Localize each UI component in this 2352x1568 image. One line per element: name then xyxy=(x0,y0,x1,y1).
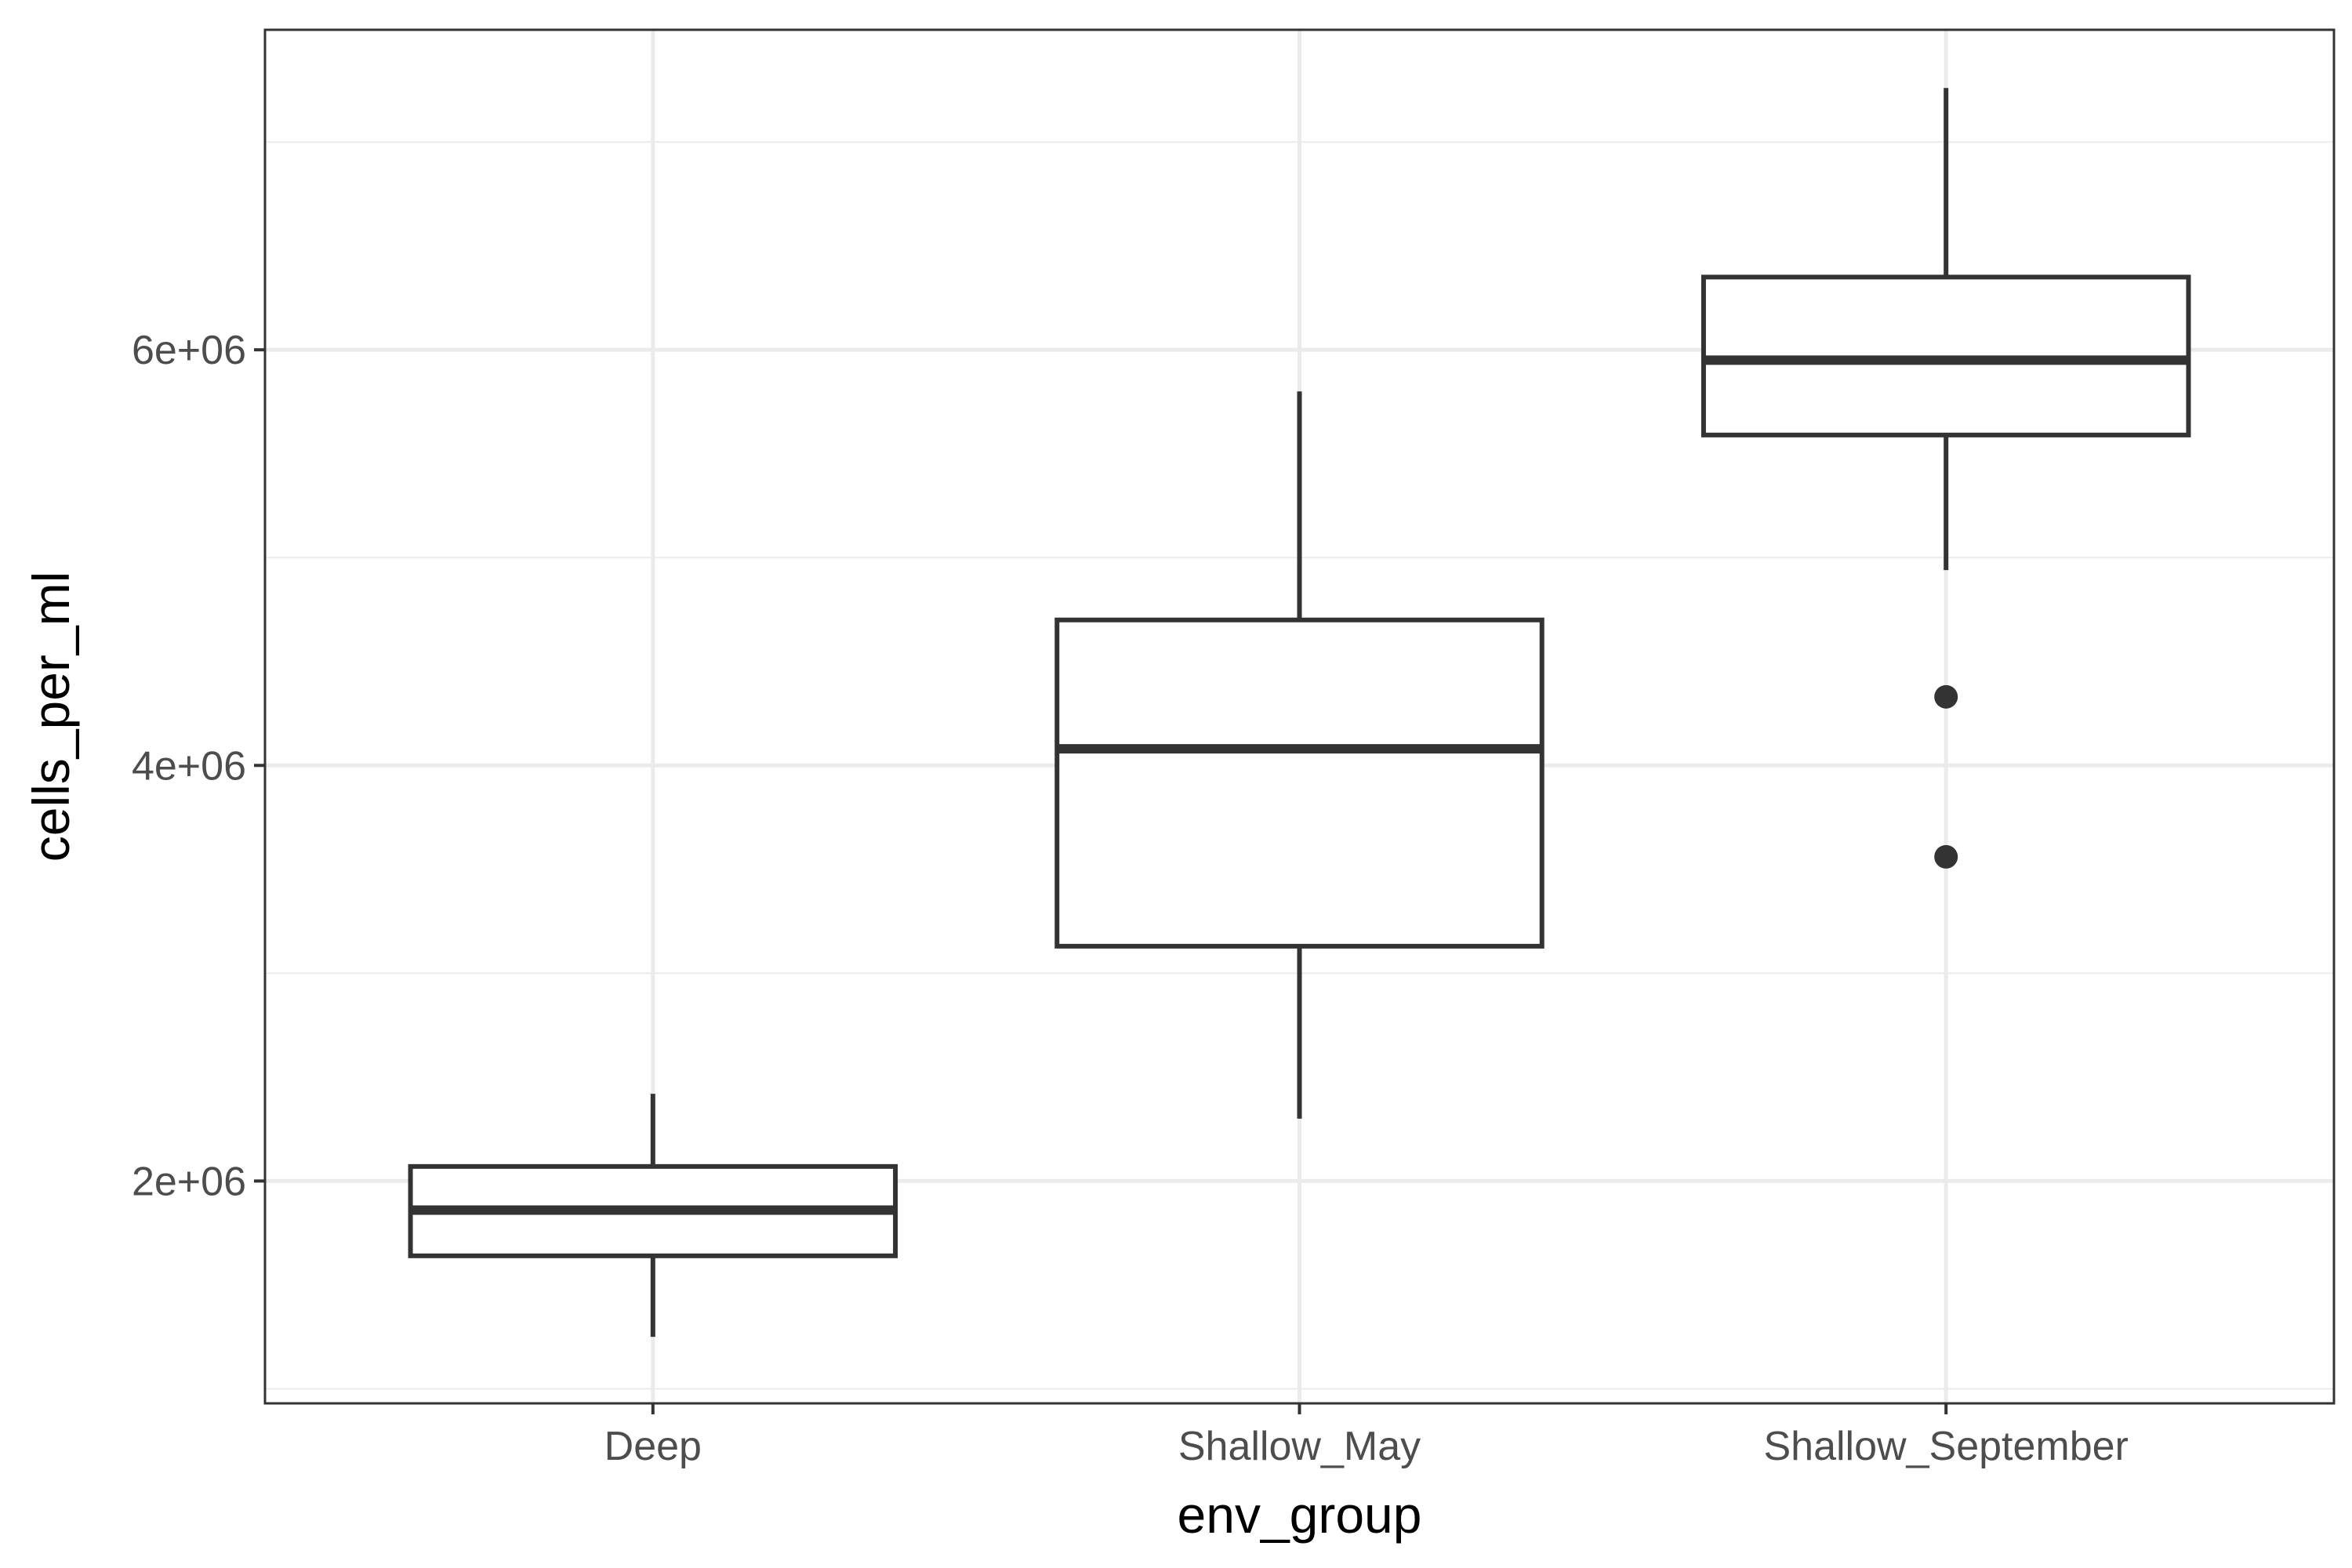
x-tick-label: Shallow_May xyxy=(1178,1424,1421,1469)
axes: 2e+06 4e+06 6e+06 Deep Shallow_May Shallow_Se… xyxy=(132,328,2129,1469)
y-axis-title: cells_per_ml xyxy=(22,572,80,862)
box-shallow-september xyxy=(1700,88,2191,869)
x-axis-title: env_group xyxy=(1178,1486,1422,1544)
y-tick-label: 4e+06 xyxy=(132,743,246,789)
x-tick-label: Shallow_September xyxy=(1763,1424,2128,1469)
x-tick-label: Deep xyxy=(604,1424,702,1469)
outlier-point xyxy=(1934,844,1958,869)
y-tick-label: 6e+06 xyxy=(132,328,246,373)
outlier-point xyxy=(1934,684,1958,709)
box-series xyxy=(408,88,2191,1338)
box-iqr xyxy=(1054,617,1544,949)
box-deep xyxy=(408,1094,898,1338)
y-tick-label: 2e+06 xyxy=(132,1159,246,1204)
box-shallow-may xyxy=(1054,391,1544,1119)
